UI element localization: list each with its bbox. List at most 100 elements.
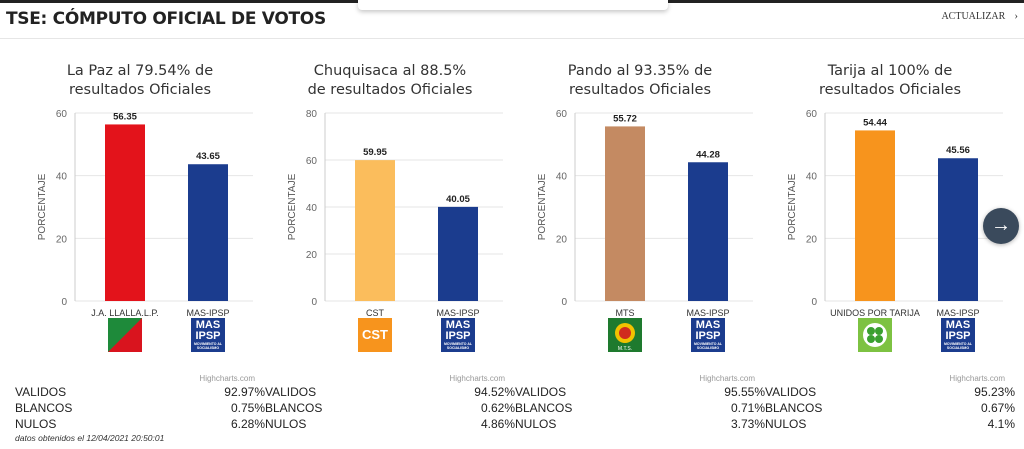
stat-row: VALIDOS 92.97% [15, 384, 265, 400]
logo-text: MOVIMIENTO AL SOCIALISMO [694, 342, 722, 350]
chart-title: La Paz al 79.54% de resultados Oficiales [25, 62, 255, 100]
stat-label: NULOS [515, 417, 557, 431]
stat-row: NULOS 6.28% [15, 416, 265, 432]
stat-label: BLANCOS [265, 401, 323, 415]
chart-title-line: Tarija al 100% de [827, 63, 953, 79]
mts-logo: M.T.S. [608, 318, 642, 352]
chart-title-line: resultados Oficiales [568, 82, 712, 98]
vote-stats: VALIDOS 95.23% BLANCOS 0.67% NULOS 4.1% [765, 384, 1015, 432]
stat-value: 3.73% [730, 417, 765, 431]
stat-row: VALIDOS 95.23% [765, 384, 1015, 400]
bar-chart: 0 20 40 60 80 PORCENTAJE 59.95 CST 40.05 MAS-IPSP [287, 109, 503, 318]
arrow-right-icon: → [991, 214, 1011, 236]
bar [855, 130, 895, 301]
mas-ipsp-logo: MAS IPSP MOVIMIENTO AL SOCIALISMO [191, 318, 225, 352]
stat-label: NULOS [265, 417, 307, 431]
highcharts-credits[interactable]: Highcharts.com [949, 374, 1005, 383]
stat-label: BLANCOS [765, 401, 823, 415]
chart-panel: Tarija al 100% de resultados Oficiales 0 20… [765, 44, 1015, 449]
chart-title: Chuquisaca al 88.5% de resultados Oficial… [275, 62, 505, 100]
y-tick-label: 40 [556, 172, 568, 183]
stat-row: NULOS 4.1% [765, 416, 1015, 432]
y-tick-label: 40 [806, 172, 818, 183]
y-tick-label: 20 [806, 234, 818, 245]
bar-value-label: 45.56 [946, 145, 970, 156]
page-title: TSE: CÓMPUTO OFICIAL DE VOTOS [6, 9, 326, 29]
y-tick-label: 20 [556, 234, 568, 245]
stat-row: VALIDOS 94.52% [265, 384, 515, 400]
bar [688, 162, 728, 301]
y-tick-label: 20 [306, 250, 318, 261]
x-category-label: J.A. LLALLA.L.P. [91, 308, 158, 318]
chart-panel: Pando al 93.35% de resultados Oficiales 0 2… [515, 44, 765, 449]
y-tick-label: 60 [306, 156, 318, 167]
chart-title-line: resultados Oficiales [68, 82, 212, 98]
bar-value-label: 55.72 [613, 113, 637, 124]
stat-value: 4.1% [987, 417, 1015, 431]
y-tick-label: 40 [56, 172, 68, 183]
next-slide-button[interactable]: → [983, 208, 1019, 244]
bar-value-label: 54.44 [863, 117, 887, 128]
stat-row: NULOS 4.86% [265, 416, 515, 432]
x-category-label: MAS-IPSP [436, 308, 479, 318]
logo-text: IPSP [945, 330, 971, 342]
stat-label: NULOS [15, 417, 57, 431]
y-tick-label: 0 [61, 297, 67, 308]
bar-chart: 0 20 40 60 PORCENTAJE 55.72 MTS 44.28 MAS-IPSP [537, 109, 753, 318]
y-axis-title: PORCENTAJE [37, 173, 48, 240]
stat-value: 0.62% [480, 401, 515, 415]
y-tick-label: 80 [306, 109, 318, 120]
update-button[interactable]: ACTUALIZAR › [941, 10, 1018, 22]
chevron-right-icon: › [1014, 10, 1018, 22]
y-tick-label: 60 [556, 109, 568, 120]
y-axis-title: PORCENTAJE [287, 173, 298, 240]
stat-value: 92.97% [224, 385, 265, 399]
stat-label: NULOS [765, 417, 807, 431]
logo-text: MAS [195, 319, 221, 331]
stat-label: VALIDOS [515, 385, 567, 399]
x-category-label: UNIDOS POR TARIJA [830, 308, 920, 318]
bar-value-label: 40.05 [446, 194, 470, 205]
y-tick-label: 0 [811, 297, 817, 308]
bar [438, 206, 478, 301]
bar-value-label: 44.28 [696, 149, 720, 160]
chart-title: Pando al 93.35% de resultados Oficiales [525, 62, 755, 100]
stat-row: BLANCOS 0.71% [515, 400, 765, 416]
cst-logo: CST [358, 318, 392, 352]
highcharts-credits[interactable]: Highcharts.com [699, 374, 755, 383]
stat-value: 4.86% [480, 417, 515, 431]
x-category-label: MTS [616, 308, 635, 318]
logo-text: IPSP [695, 330, 721, 342]
bar-value-label: 59.95 [363, 147, 387, 158]
y-axis-title: PORCENTAJE [787, 173, 798, 240]
stat-row: BLANCOS 0.67% [765, 400, 1015, 416]
bar-chart: 0 20 40 60 PORCENTAJE 56.35 J.A. LLALLA.L.P. 43… [37, 109, 253, 318]
unidos-logo [858, 318, 892, 352]
bar [188, 164, 228, 301]
y-tick-label: 40 [306, 203, 318, 214]
chart-title-line: de resultados Oficiales [307, 82, 473, 98]
highcharts-credits[interactable]: Highcharts.com [199, 374, 255, 383]
logo-text: MAS [445, 319, 471, 331]
stat-row: BLANCOS 0.62% [265, 400, 515, 416]
chart-title-line: Chuquisaca al 88.5% [313, 63, 467, 79]
y-tick-label: 0 [311, 297, 317, 308]
mas-ipsp-logo: MAS IPSP MOVIMIENTO AL SOCIALISMO [441, 318, 475, 352]
logo-text: MOVIMIENTO AL SOCIALISMO [444, 342, 472, 350]
chart-title: Tarija al 100% de resultados Oficiales [775, 62, 1005, 100]
stat-value: 95.23% [974, 385, 1015, 399]
x-category-label: CST [366, 308, 385, 318]
mas-ipsp-logo: MAS IPSP MOVIMIENTO AL SOCIALISMO [691, 318, 725, 352]
stat-label: BLANCOS [515, 401, 573, 415]
chart-title-line: La Paz al 79.54% de [66, 63, 214, 79]
mas-ipsp-logo: MAS IPSP MOVIMIENTO AL SOCIALISMO [941, 318, 975, 352]
stat-value: 6.28% [230, 417, 265, 431]
chart-title-line: Pando al 93.35% de [567, 63, 713, 79]
highcharts-credits[interactable]: Highcharts.com [449, 374, 505, 383]
bar [355, 160, 395, 301]
stat-value: 0.75% [230, 401, 265, 415]
y-tick-label: 0 [561, 297, 567, 308]
header-bar: TSE: CÓMPUTO OFICIAL DE VOTOS ACTUALIZAR… [0, 3, 1024, 39]
logo-text: MAS [695, 319, 721, 331]
top-search-tab[interactable] [358, 0, 668, 10]
